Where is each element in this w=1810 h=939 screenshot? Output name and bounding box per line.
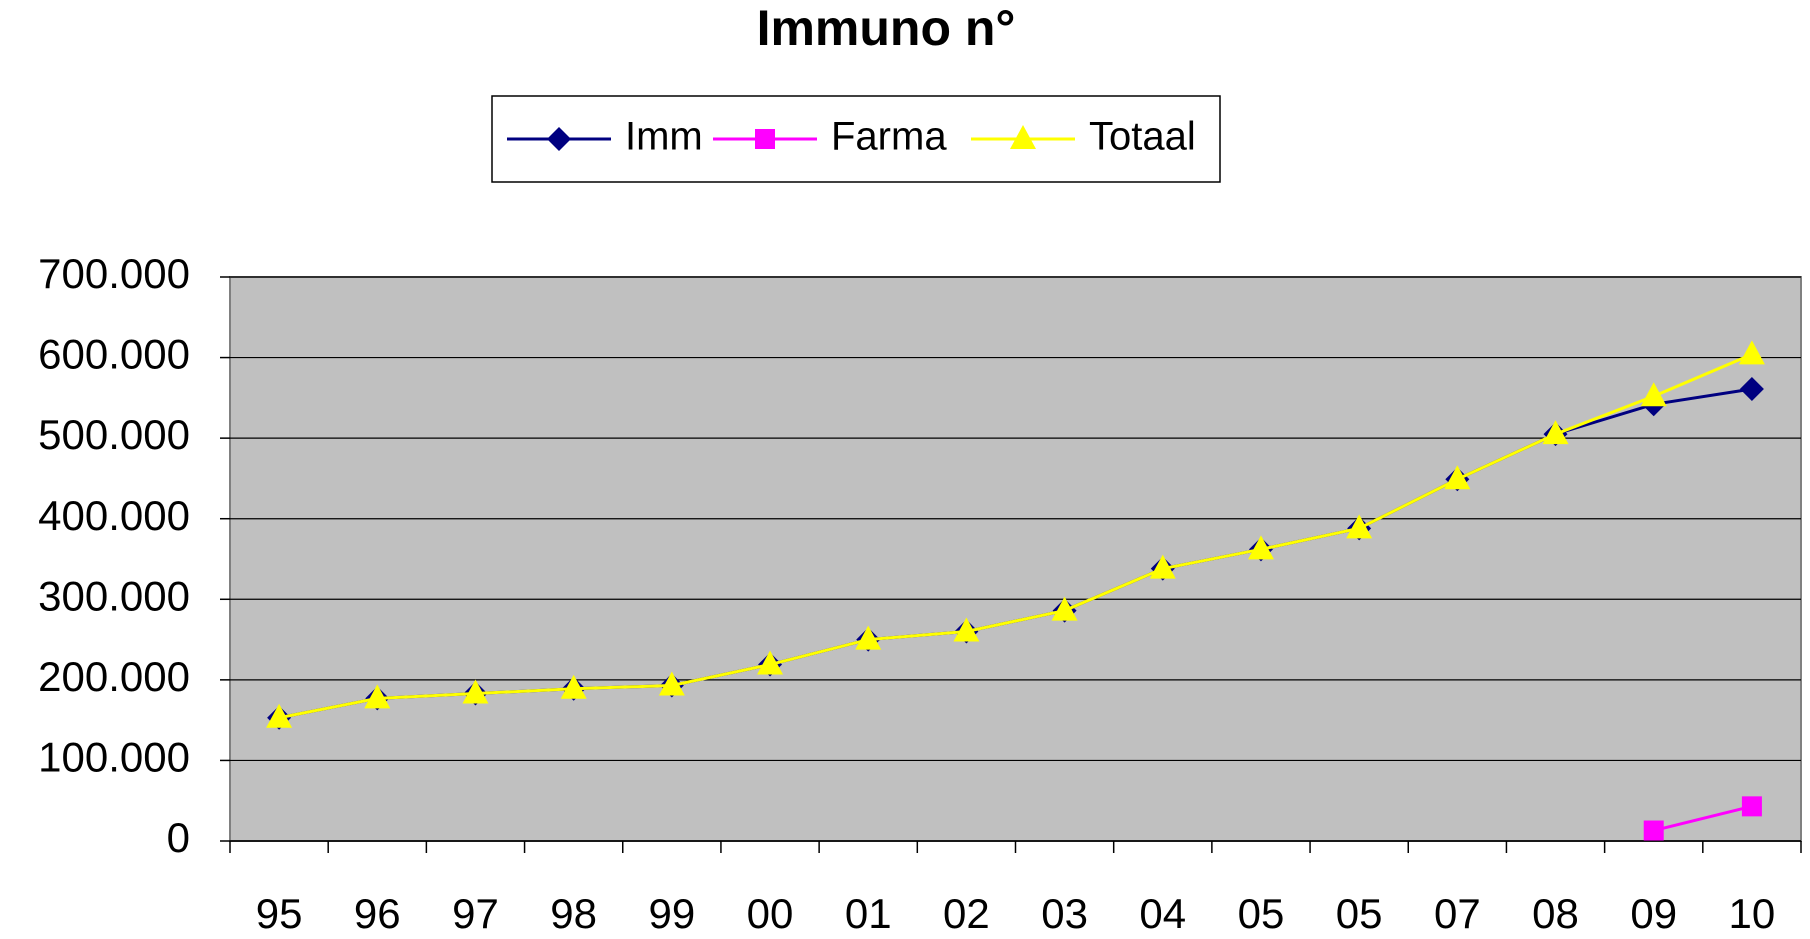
marker [1051,596,1078,621]
marker [1741,796,1762,817]
marker [1010,125,1036,149]
x-tick-label: 10 [1729,890,1776,937]
y-tick-label: 600.000 [38,331,190,378]
marker [1739,376,1764,401]
x-tick-label: 04 [1139,890,1186,937]
chart-title: Immuno n° [757,0,1016,56]
series-line [278,352,1753,720]
marker [1149,554,1176,579]
x-tick-label: 07 [1434,890,1481,937]
y-tick-label: 400.000 [38,492,190,539]
marker [547,127,571,151]
marker [560,674,587,699]
legend-label: Imm [625,115,703,159]
x-tick-label: 08 [1532,890,1579,937]
x-tick-label: 96 [354,890,401,937]
x-tick-label: 09 [1630,890,1677,937]
x-tick-label: 05 [1336,890,1383,937]
x-tick-label: 98 [550,890,597,937]
y-tick-label: 500.000 [38,411,190,458]
series-line [1653,804,1753,832]
legend-label: Totaal [1089,115,1196,159]
marker [953,617,980,642]
marker [1346,514,1373,539]
marker [1643,820,1664,841]
marker [855,625,882,650]
x-tick-label: 99 [648,890,695,937]
x-tick-label: 01 [845,890,892,937]
marker [757,650,784,675]
marker [462,679,489,704]
x-tick-label: 00 [747,890,794,937]
marker [658,671,685,696]
marker [1444,465,1471,490]
marker [755,129,775,149]
x-tick-label: 97 [452,890,499,937]
marker [1247,535,1274,560]
marker [1542,420,1569,445]
y-tick-label: 300.000 [38,572,190,619]
x-tick-label: 05 [1238,890,1285,937]
x-tick-label: 02 [943,890,990,937]
y-tick-label: 0 [167,814,190,861]
x-tick-label: 03 [1041,890,1088,937]
y-tick-label: 700.000 [38,250,190,297]
marker [1640,382,1667,407]
legend-label: Farma [831,115,947,159]
x-tick-label: 95 [256,890,303,937]
marker [364,684,391,709]
marker [266,703,293,728]
y-tick-label: 200.000 [38,653,190,700]
y-tick-label: 100.000 [38,734,190,781]
legend-box [491,95,1221,183]
marker [1738,340,1765,365]
plot-area [229,276,1802,842]
